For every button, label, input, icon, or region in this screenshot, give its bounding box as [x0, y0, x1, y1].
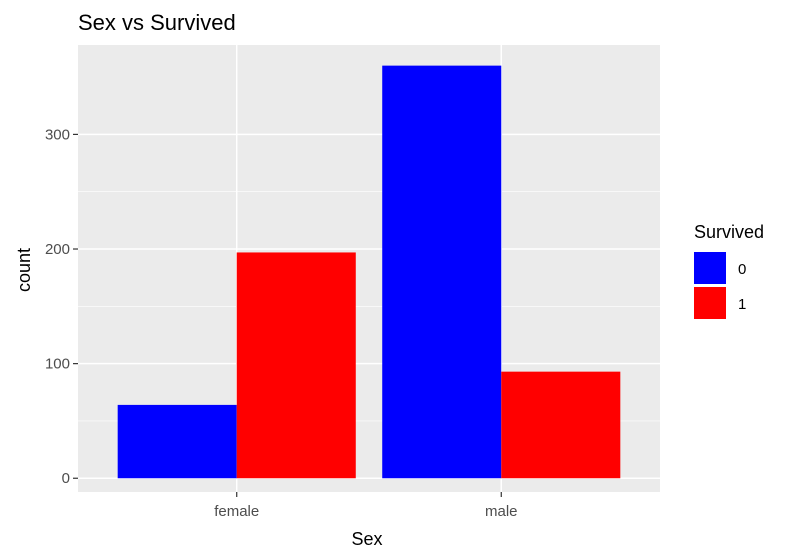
y-axis-title: count	[14, 248, 34, 292]
legend-label: 1	[738, 296, 746, 313]
bar-male-survived-0	[382, 65, 502, 479]
legend-label: 0	[738, 261, 746, 278]
bar-female-survived-1	[236, 252, 356, 479]
y-tick-label: 200	[45, 241, 70, 258]
y-tick-label: 0	[62, 470, 70, 487]
x-axis-title: Sex	[351, 529, 382, 549]
y-tick-label: 100	[45, 356, 70, 373]
legend-key-0	[694, 252, 726, 284]
y-axis: 0 100 200 300	[45, 126, 78, 487]
chart-title: Sex vs Survived	[78, 10, 236, 35]
legend-key-1	[694, 287, 726, 319]
bar-male-survived-1	[501, 371, 621, 479]
bars	[117, 65, 621, 479]
x-tick-label: male	[485, 503, 518, 520]
y-tick-label: 300	[45, 126, 70, 143]
bar-female-survived-0	[117, 404, 237, 479]
legend: Survived 0 1	[694, 222, 764, 319]
legend-title: Survived	[694, 222, 764, 242]
x-axis: female male	[214, 492, 518, 520]
x-tick-label: female	[214, 503, 259, 520]
